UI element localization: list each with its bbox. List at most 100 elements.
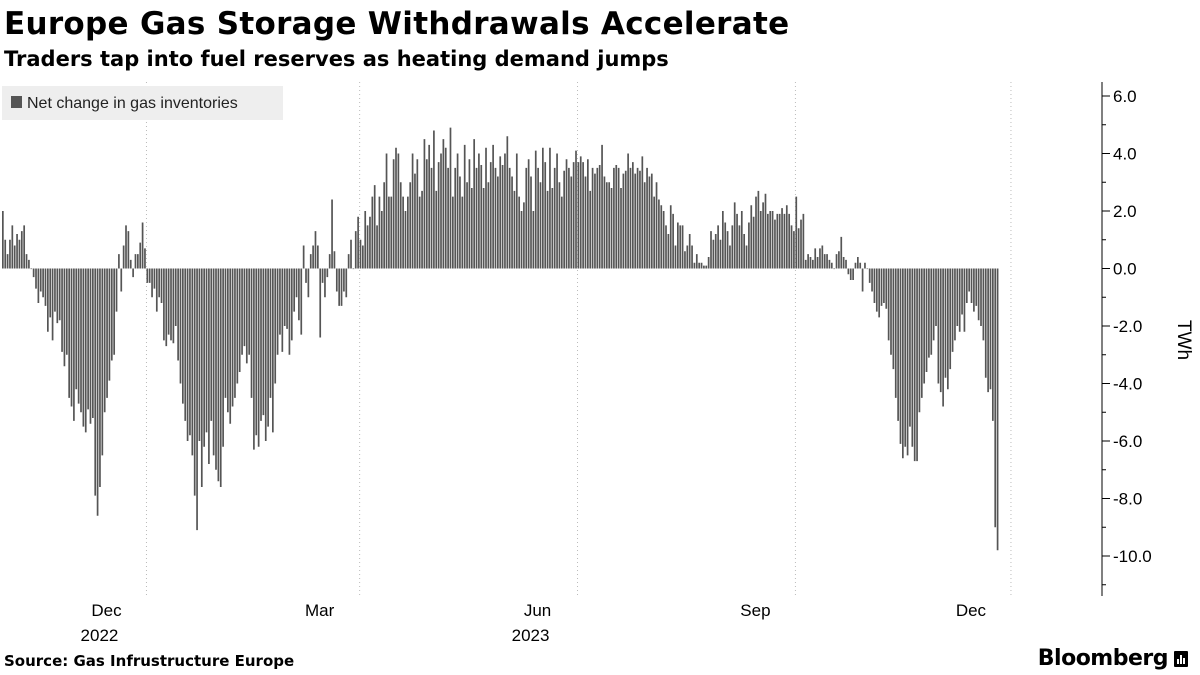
bar (996, 268, 999, 551)
bar (497, 176, 499, 269)
bar (205, 268, 208, 433)
bar (501, 165, 504, 269)
bar (454, 167, 457, 269)
bar (298, 268, 300, 321)
chart-subtitle: Traders tap into fuel reserves as heatin… (4, 47, 669, 71)
bar (321, 268, 324, 283)
bar (669, 205, 672, 269)
bar (932, 268, 935, 341)
bar (492, 144, 494, 269)
bar (189, 268, 191, 436)
bar (283, 268, 286, 326)
bar (411, 153, 414, 269)
bar (776, 213, 779, 269)
bar (475, 167, 478, 269)
bar (793, 231, 795, 269)
bar (447, 167, 449, 269)
bar (293, 268, 296, 312)
legend-background (2, 86, 283, 120)
bar (875, 268, 878, 312)
bar (148, 268, 151, 283)
bar (513, 190, 516, 269)
bar (158, 268, 161, 298)
bar (75, 268, 78, 390)
bar (923, 268, 926, 384)
bar (68, 268, 71, 398)
bar (51, 268, 54, 341)
bar (409, 182, 412, 269)
bar (591, 167, 594, 269)
bar (977, 268, 980, 321)
bar (155, 268, 158, 312)
bar (399, 182, 402, 269)
bar (331, 199, 333, 269)
bar (994, 268, 997, 528)
bar (736, 213, 738, 269)
bar (345, 268, 348, 298)
bar (215, 268, 217, 470)
bar (714, 234, 717, 269)
bar (37, 268, 40, 303)
bar (710, 231, 712, 269)
bar (527, 159, 530, 269)
bar (956, 268, 959, 326)
bar (534, 150, 537, 269)
bar (461, 196, 464, 269)
bar (165, 268, 168, 347)
bar (141, 222, 144, 269)
bar (615, 165, 618, 269)
bar (632, 162, 634, 269)
bar (660, 205, 663, 269)
bar (688, 234, 691, 269)
bar (362, 245, 364, 269)
bar (340, 268, 343, 306)
bar (783, 213, 786, 269)
bar (757, 190, 760, 269)
bar (87, 268, 89, 410)
bar (222, 268, 224, 447)
bar (653, 196, 656, 269)
bar (449, 127, 452, 269)
bar (909, 268, 911, 427)
y-tick-label: 4.0 (1113, 145, 1137, 164)
bar (904, 268, 907, 447)
bar (279, 268, 281, 335)
bar (722, 211, 724, 269)
bar (305, 268, 307, 283)
bar (468, 159, 471, 269)
bar (587, 159, 589, 269)
bar (731, 225, 734, 269)
bar (459, 176, 461, 269)
bar (328, 254, 331, 269)
y-tick-label: -6.0 (1113, 432, 1142, 451)
bar (260, 268, 262, 421)
bar (769, 211, 772, 269)
bar (94, 268, 97, 496)
bar (255, 268, 258, 436)
bar (392, 159, 395, 269)
bar (942, 268, 944, 407)
bar (622, 173, 625, 269)
bar (184, 268, 187, 421)
y-tick-label: 2.0 (1113, 202, 1137, 221)
bar (861, 268, 864, 292)
bar (546, 190, 549, 269)
bar (944, 268, 947, 378)
bar (418, 196, 421, 269)
bar (911, 268, 914, 447)
bar (542, 147, 544, 269)
bar (989, 268, 992, 390)
bar (6, 254, 9, 269)
bar (480, 165, 483, 269)
bar (151, 268, 153, 298)
bar (217, 268, 220, 482)
bar (525, 167, 528, 269)
bar (544, 162, 547, 269)
bar (833, 268, 836, 270)
bar (916, 268, 918, 462)
bar (309, 254, 312, 269)
bar (738, 225, 741, 269)
bar (28, 259, 30, 269)
bar (681, 225, 684, 269)
